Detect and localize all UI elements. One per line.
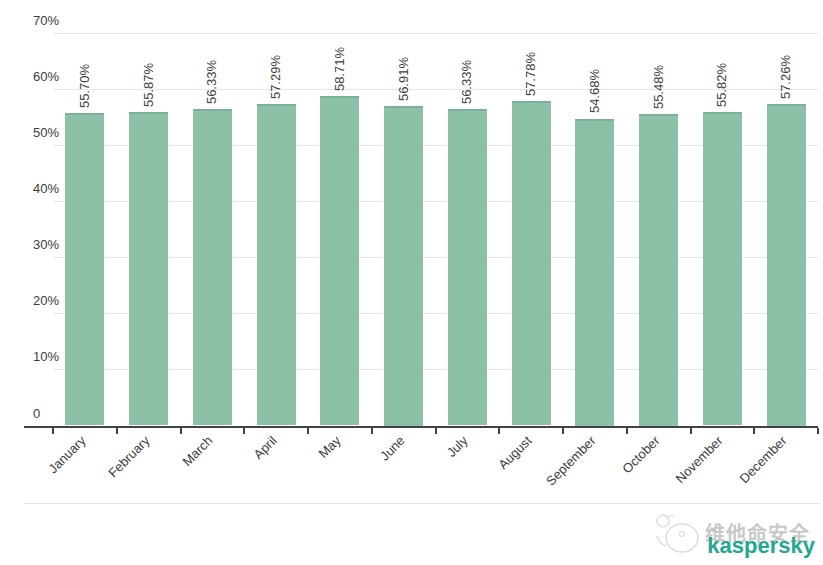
x-axis-tick (52, 428, 54, 434)
y-axis-label: 0 (33, 406, 40, 422)
bar (512, 101, 551, 425)
x-axis-tick (817, 428, 819, 434)
x-axis-label: October (546, 433, 663, 550)
bar (129, 112, 168, 426)
x-axis-tick (498, 428, 500, 434)
bar (575, 119, 614, 426)
x-axis-tick (180, 428, 182, 434)
x-axis-label: February (36, 433, 153, 550)
x-axis-tick (243, 428, 245, 434)
y-axis-label: 20% (33, 293, 59, 309)
x-axis-label: June (291, 433, 408, 550)
x-axis-line (24, 426, 818, 428)
bar-value-label: 57.26% (778, 55, 794, 99)
brand-kaspersky-text: kaspersky (707, 533, 815, 559)
bar-value-label: 56.91% (396, 57, 412, 101)
x-axis-tick (435, 428, 437, 434)
x-axis-tick (562, 428, 564, 434)
bar-value-label: 55.82% (714, 63, 730, 107)
x-axis-label: March (99, 433, 216, 550)
bar-value-label: 57.29% (268, 55, 284, 99)
y-gridline (53, 33, 818, 34)
y-axis-label: 40% (33, 181, 59, 197)
bar-value-label: 57.78% (523, 52, 539, 96)
y-axis-label: 50% (33, 125, 59, 141)
x-axis-tick (116, 428, 118, 434)
bar-value-label: 55.48% (651, 65, 667, 109)
y-axis-label: 10% (33, 349, 59, 365)
y-axis-label: 30% (33, 237, 59, 253)
bar-value-label: 54.68% (587, 69, 603, 113)
bar-value-label: 56.33% (204, 60, 220, 104)
bar (320, 96, 359, 426)
bar-value-label: 58.71% (332, 47, 348, 91)
x-axis-tick (753, 428, 755, 434)
bar-chart: 维他命安全 kaspersky 010%20%30%40%50%60%70%55… (0, 0, 823, 565)
x-axis-label: April (163, 433, 280, 550)
bar (703, 112, 742, 425)
bar (448, 109, 487, 425)
bar-value-label: 55.87% (141, 63, 157, 107)
bar-value-label: 55.70% (77, 64, 93, 108)
x-axis-tick (626, 428, 628, 434)
bar (65, 113, 104, 426)
x-axis-tick (371, 428, 373, 434)
bar (257, 104, 296, 426)
bar (639, 114, 678, 426)
bar (767, 104, 806, 426)
bar (193, 109, 232, 425)
x-axis-label: May (227, 433, 344, 550)
y-axis-label: 60% (33, 69, 59, 85)
x-axis-label: August (418, 433, 535, 550)
x-axis-tick (690, 428, 692, 434)
bar-value-label: 56.33% (459, 60, 475, 104)
bar (384, 106, 423, 426)
x-axis-tick (307, 428, 309, 434)
y-axis-label: 70% (33, 13, 59, 29)
y-gridline (53, 89, 818, 90)
x-axis-label: September (482, 433, 599, 550)
x-axis-label: July (354, 433, 471, 550)
